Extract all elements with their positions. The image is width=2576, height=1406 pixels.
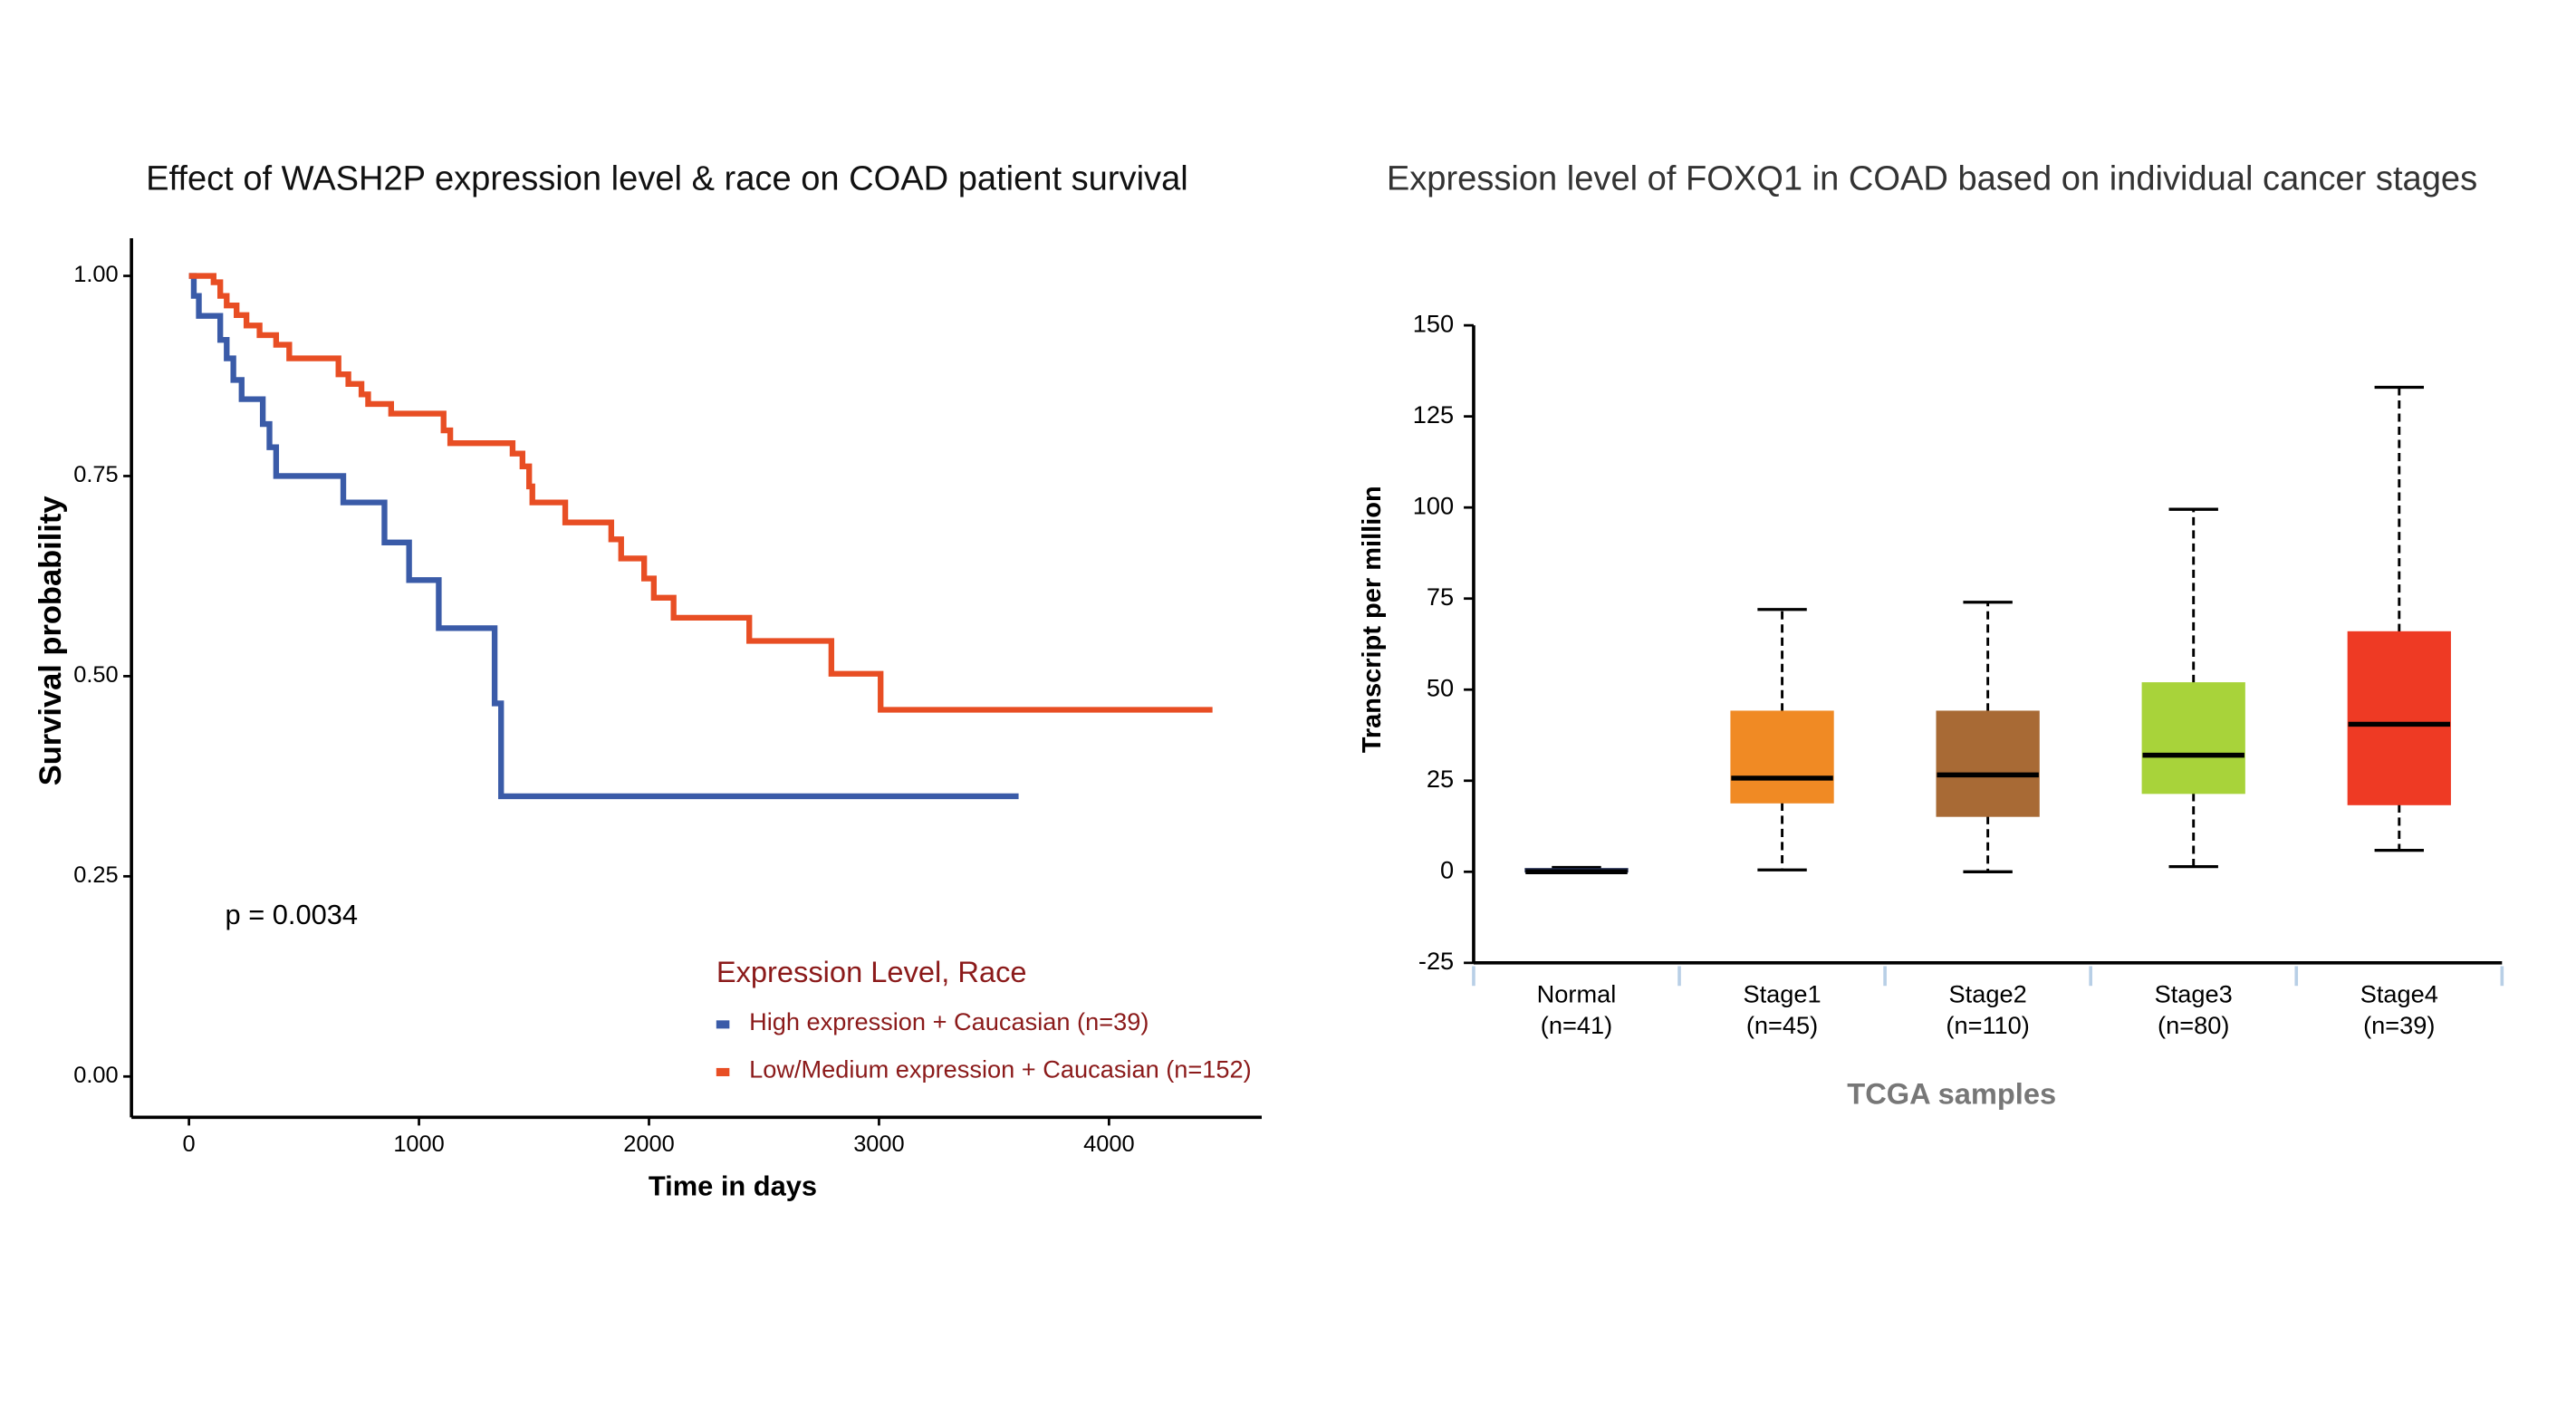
box	[1730, 710, 1834, 804]
chart-title: Effect of WASH2P expression level & race…	[146, 160, 1188, 198]
y-tick-label: 0.50	[73, 662, 118, 688]
x-axis-label: Time in days	[649, 1170, 817, 1201]
y-tick-label: 0.25	[73, 862, 118, 888]
y-tick-label: 0.00	[73, 1063, 118, 1088]
sample-label: (n=45)	[1746, 1011, 1818, 1039]
y-tick-label: 0	[1440, 855, 1454, 883]
y-tick-label: 0.75	[73, 462, 118, 487]
x-tick-label: Stage3	[2155, 979, 2233, 1007]
chart-title: Expression level of FOXQ1 in COAD based …	[1387, 160, 2477, 198]
sample-label: (n=110)	[1946, 1011, 2029, 1039]
y-tick-label: 75	[1427, 583, 1454, 611]
x-tick-label: 1000	[393, 1132, 444, 1157]
x-tick-label: 3000	[853, 1132, 904, 1157]
survival-line	[188, 273, 1019, 800]
legend-swatch	[716, 1020, 730, 1029]
box	[1936, 710, 2040, 817]
box	[2141, 682, 2245, 794]
sample-label: (n=80)	[2158, 1011, 2229, 1039]
x-axis-label: TCGA samples	[1847, 1076, 2056, 1110]
x-tick-label: Stage4	[2360, 979, 2438, 1007]
legend-swatch	[716, 1067, 730, 1076]
box	[2347, 631, 2451, 805]
y-axis-label: Survival probability	[34, 496, 68, 785]
sample-label: (n=39)	[2363, 1011, 2435, 1039]
sample-label: (n=41)	[1541, 1011, 1612, 1039]
y-tick-label: -25	[1418, 947, 1454, 975]
survival-line	[188, 273, 1213, 713]
x-tick-label: Stage1	[1743, 979, 1821, 1007]
y-tick-label: 25	[1427, 765, 1454, 793]
y-tick-label: 125	[1413, 400, 1454, 429]
x-tick-label: 2000	[623, 1132, 674, 1157]
y-tick-label: 100	[1413, 491, 1454, 519]
annotation: p = 0.0034	[226, 899, 359, 930]
y-axis-label: Transcript per million	[1358, 486, 1387, 753]
legend-label: Low/Medium expression + Caucasian (n=152…	[749, 1055, 1252, 1083]
legend-label: High expression + Caucasian (n=39)	[749, 1007, 1149, 1035]
x-tick-label: 0	[183, 1132, 196, 1157]
x-tick-label: Normal	[1537, 979, 1617, 1007]
y-tick-label: 150	[1413, 309, 1454, 337]
x-tick-label: Stage2	[1949, 979, 2027, 1007]
y-tick-label: 1.00	[73, 262, 118, 287]
x-tick-label: 4000	[1083, 1132, 1134, 1157]
legend-title: Expression Level, Race	[716, 955, 1027, 988]
y-tick-label: 50	[1427, 673, 1454, 701]
